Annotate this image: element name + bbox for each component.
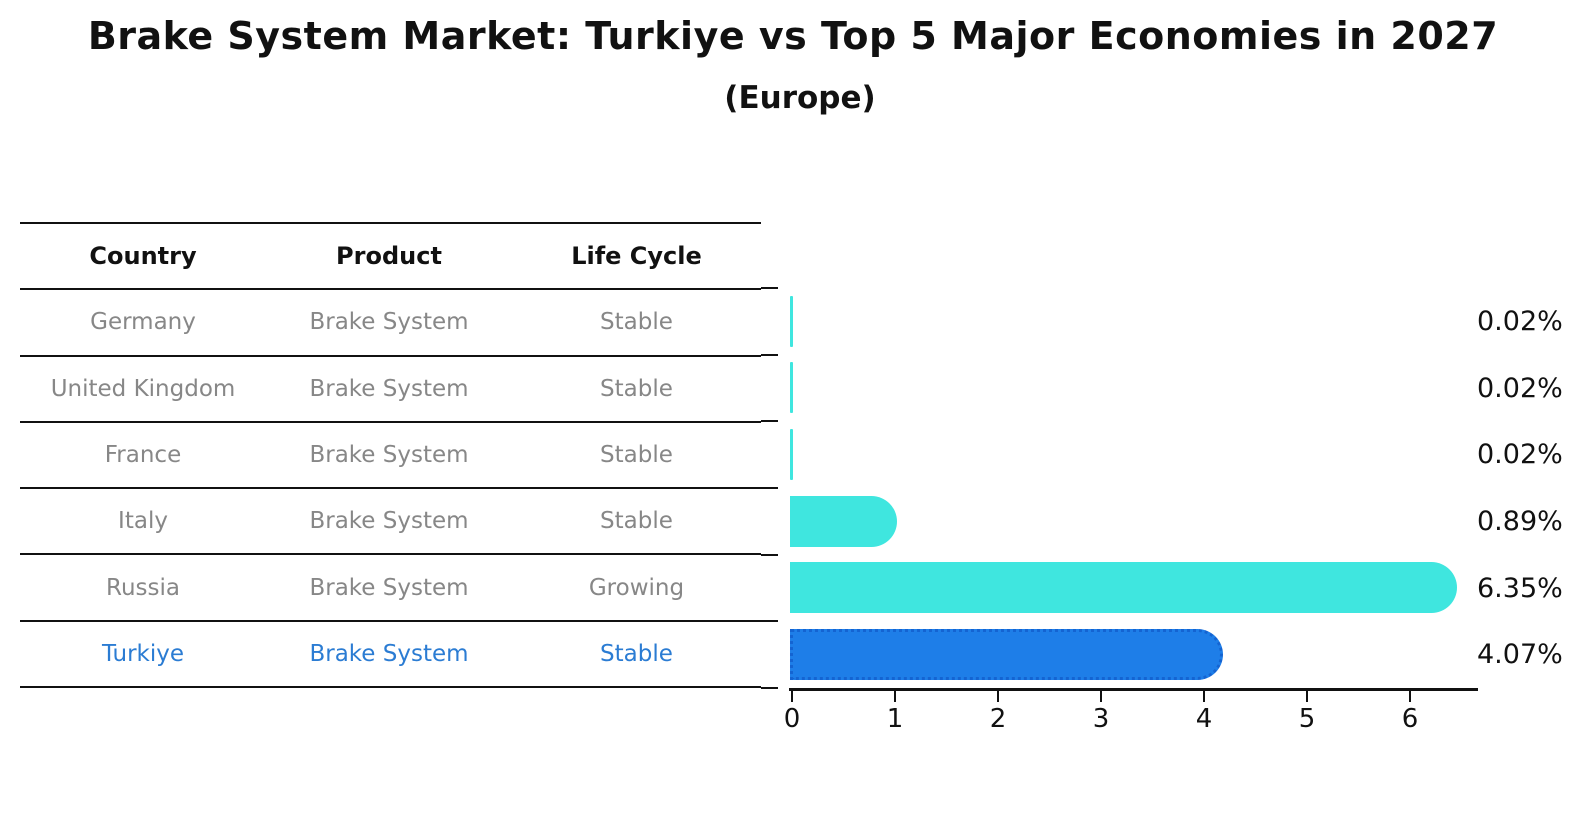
country-table: Country Product Life Cycle Germany Brake … xyxy=(20,222,761,688)
x-tick-label-5: 5 xyxy=(1298,704,1316,734)
table-header-product: Product xyxy=(336,242,442,271)
bar-turkiye xyxy=(790,628,1224,680)
table-row-france: France Brake System Stable xyxy=(20,423,761,490)
x-tick-mark-4 xyxy=(1203,691,1205,702)
chart-title: Brake System Market: Turkiye vs Top 5 Ma… xyxy=(87,14,1499,58)
value-label-russia: 6.35% xyxy=(1477,572,1563,604)
chart-subtitle: (Europe) xyxy=(724,80,876,116)
x-tick-label-0: 0 xyxy=(783,704,801,734)
y-tick-mark xyxy=(761,487,778,489)
bar-germany xyxy=(790,295,793,347)
table-cell-product: Brake System xyxy=(309,640,469,667)
table-cell-product: Brake System xyxy=(309,508,469,535)
table-cell-country: United Kingdom xyxy=(50,375,236,402)
x-tick-mark-5 xyxy=(1306,691,1308,702)
x-tick-label-1: 1 xyxy=(886,704,904,734)
bar-russia xyxy=(790,562,1458,614)
table-row-italy: Italy Brake System Stable xyxy=(20,489,761,556)
table-cell-country: Germany xyxy=(90,309,196,336)
table-cell-product: Brake System xyxy=(309,309,469,336)
y-tick-mark xyxy=(761,420,778,423)
table-cell-country: Turkiye xyxy=(101,640,185,667)
table-cell-country: Russia xyxy=(106,574,180,601)
table-cell-life-cycle: Stable xyxy=(600,309,673,336)
x-axis-line xyxy=(789,688,1478,691)
value-label-turkiye: 4.07% xyxy=(1477,639,1563,671)
table-header-life-cycle: Life Cycle xyxy=(571,242,702,271)
table-cell-life-cycle: Stable xyxy=(600,441,673,468)
x-tick-mark-2 xyxy=(997,691,999,702)
table-header-row: Country Product Life Cycle xyxy=(20,224,761,291)
bar-plot-area xyxy=(790,288,1476,688)
y-tick-mark xyxy=(761,620,778,623)
x-tick-mark-3 xyxy=(1100,691,1102,702)
table-cell-product: Brake System xyxy=(309,574,469,601)
table-cell-product: Brake System xyxy=(309,441,469,468)
value-label-united-kingdom: 0.02% xyxy=(1477,372,1563,404)
bar-united-kingdom xyxy=(790,362,793,414)
x-tick-mark-0 xyxy=(791,691,793,702)
y-tick-mark xyxy=(761,287,778,289)
value-label-germany: 0.02% xyxy=(1477,306,1563,337)
x-tick-label-4: 4 xyxy=(1195,704,1213,734)
table-row-turkiye: Turkiye Brake System Stable xyxy=(20,622,761,688)
table-cell-product: Brake System xyxy=(309,375,469,402)
table-cell-country: France xyxy=(104,441,182,468)
bar-france xyxy=(790,428,793,480)
table-cell-life-cycle: Stable xyxy=(600,508,673,535)
value-label-italy: 0.89% xyxy=(1477,506,1563,537)
value-label-france: 0.02% xyxy=(1477,439,1563,471)
table-header-country: Country xyxy=(89,242,197,271)
y-tick-mark xyxy=(761,553,778,556)
x-tick-label-3: 3 xyxy=(1092,704,1110,734)
y-tick-mark xyxy=(761,353,778,356)
y-tick-mark xyxy=(761,687,778,689)
table-row-russia: Russia Brake System Growing xyxy=(20,555,761,622)
bar-italy xyxy=(790,495,898,547)
table-row-germany: Germany Brake System Stable xyxy=(20,290,761,357)
x-tick-mark-1 xyxy=(894,691,896,702)
table-cell-life-cycle: Stable xyxy=(600,640,673,667)
table-row-united-kingdom: United Kingdom Brake System Stable xyxy=(20,357,761,423)
x-tick-label-2: 2 xyxy=(989,704,1007,734)
table-cell-life-cycle: Stable xyxy=(600,375,673,402)
table-cell-country: Italy xyxy=(118,508,168,535)
x-tick-label-6: 6 xyxy=(1401,704,1419,734)
table-cell-life-cycle: Growing xyxy=(588,574,685,601)
x-tick-mark-6 xyxy=(1409,691,1411,702)
